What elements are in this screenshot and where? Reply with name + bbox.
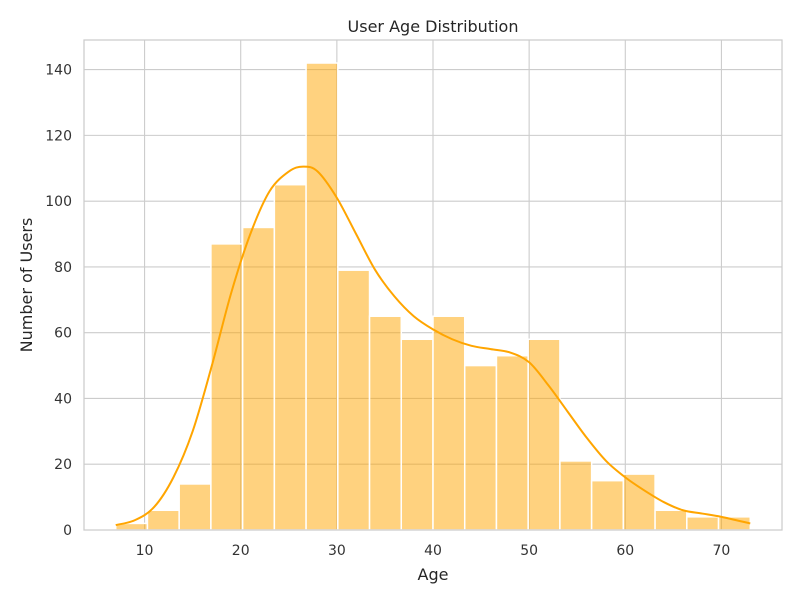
histogram-bar	[305, 62, 339, 531]
histogram-bar	[463, 364, 498, 531]
histogram-bar	[241, 226, 276, 531]
histogram-bar	[368, 315, 403, 531]
x-tick-labels: 10 20 30 40 50 60 70	[136, 543, 731, 559]
histogram-bar	[559, 460, 593, 531]
y-tick-label: 100	[45, 194, 72, 210]
histogram-bar	[210, 243, 244, 531]
histogram-bar	[146, 509, 180, 531]
x-tick-label: 70	[713, 543, 731, 559]
kde-curve	[115, 165, 751, 527]
chart-title: User Age Distribution	[348, 17, 519, 36]
x-tick-label: 20	[232, 543, 250, 559]
y-tick-label: 0	[63, 523, 72, 539]
x-tick-label: 50	[520, 543, 538, 559]
y-tick-labels: 0 20 40 60 80 100 120 140	[45, 63, 72, 539]
y-tick-label: 120	[45, 128, 72, 144]
y-tick-label: 40	[54, 391, 72, 407]
histogram-bars	[114, 62, 752, 531]
histogram-bar	[590, 479, 625, 531]
y-tick-label: 60	[54, 326, 72, 342]
histogram-bar	[400, 338, 434, 531]
histogram-bar	[432, 315, 466, 531]
histogram-bar	[178, 483, 212, 531]
histogram-bar	[654, 509, 688, 531]
histogram-bar	[527, 338, 561, 531]
y-tick-label: 140	[45, 63, 72, 79]
histogram-bar	[495, 354, 529, 531]
y-tick-label: 80	[54, 260, 72, 276]
y-axis-title: Number of Users	[17, 218, 36, 353]
histogram-bar	[622, 473, 656, 531]
x-tick-label: 40	[424, 543, 442, 559]
x-tick-label: 60	[616, 543, 634, 559]
plot-frame	[83, 39, 783, 531]
y-tick-label: 20	[54, 457, 72, 473]
x-axis-title: Age	[418, 565, 449, 584]
x-tick-label: 30	[328, 543, 346, 559]
histogram-bar	[686, 516, 720, 531]
x-tick-label: 10	[136, 543, 154, 559]
histogram-bar	[273, 183, 307, 531]
histogram-bar	[337, 269, 371, 531]
